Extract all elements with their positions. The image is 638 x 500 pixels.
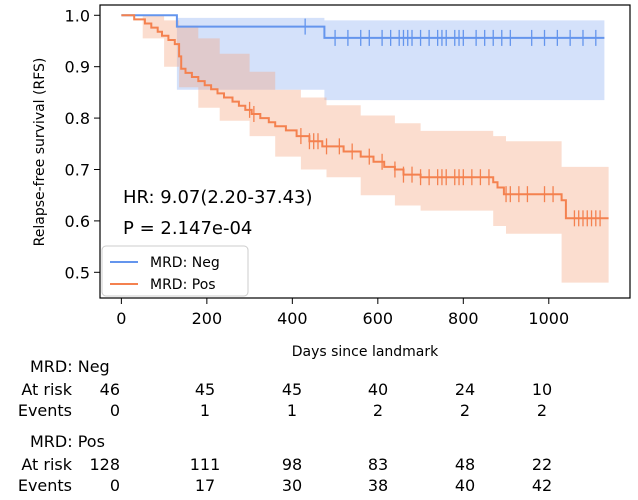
- risk-cell: 38: [367, 476, 389, 495]
- risk-cell: 17: [194, 476, 216, 495]
- legend-label-neg: MRD: Neg: [150, 255, 220, 271]
- risk-cell: 10: [531, 380, 553, 399]
- risk-row-label: Events: [17, 476, 72, 495]
- legend: MRD: Neg MRD: Pos: [101, 245, 249, 297]
- y-tick-label: 1.0: [65, 6, 90, 25]
- risk-cell: 1: [199, 401, 211, 420]
- x-tick-label: 0: [116, 309, 126, 328]
- ci-band-neg: [134, 15, 605, 101]
- risk-cell: 1: [286, 401, 298, 420]
- risk-cell: 46: [99, 380, 120, 399]
- p-value-annotation: P = 2.147e-04: [123, 218, 253, 239]
- risk-cell: 48: [454, 455, 476, 474]
- x-tick-label: 800: [448, 309, 479, 328]
- legend-box: [101, 245, 249, 297]
- risk-cell: 42: [531, 476, 553, 495]
- risk-cell: 40: [454, 476, 476, 495]
- risk-cell: 24: [454, 380, 476, 399]
- risk-cell: 40: [367, 380, 389, 399]
- hazard-ratio-annotation: HR: 9.07(2.20-37.43): [123, 187, 313, 208]
- risk-group-title-pos: MRD: Pos: [30, 432, 105, 451]
- y-tick-label: 0.6: [65, 212, 90, 231]
- risk-cell: 45: [281, 380, 303, 399]
- risk-cell: 22: [531, 455, 553, 474]
- x-tick-label: 600: [363, 309, 394, 328]
- risk-cell: 2: [536, 401, 548, 420]
- x-tick-label: 1000: [528, 309, 569, 328]
- y-axis-ticks: 0.5 0.6 0.7 0.8 0.9 1.0: [65, 6, 100, 282]
- risk-cell: 0: [109, 476, 120, 495]
- x-tick-label: 400: [277, 309, 308, 328]
- y-tick-label: 0.5: [65, 263, 90, 282]
- y-tick-label: 0.9: [65, 58, 90, 77]
- risk-cell: 30: [281, 476, 303, 495]
- risk-cell: 111: [189, 455, 221, 474]
- risk-cell: 128: [89, 455, 120, 474]
- x-tick-label: 200: [192, 309, 223, 328]
- plot-frame: [99, 4, 631, 299]
- risk-cell: 2: [459, 401, 471, 420]
- x-axis-label: Days since landmark: [292, 344, 439, 360]
- risk-cell: 2: [372, 401, 384, 420]
- legend-label-pos: MRD: Pos: [150, 277, 216, 293]
- risk-row-label: At risk: [21, 380, 72, 399]
- x-axis-ticks: 0 200 400 600 800 1000: [116, 298, 569, 328]
- risk-cell: 83: [367, 455, 389, 474]
- y-axis-label: Relapse-free survival (RFS): [32, 58, 48, 247]
- risk-cell: 45: [194, 380, 216, 399]
- risk-group-title-neg: MRD: Neg: [30, 357, 110, 376]
- risk-cell: 0: [109, 401, 120, 420]
- y-tick-label: 0.8: [65, 109, 90, 128]
- risk-row-label: At risk: [21, 455, 72, 474]
- survival-curve-neg: [121, 14, 605, 39]
- risk-row-label: Events: [17, 401, 72, 420]
- y-tick-label: 0.7: [65, 160, 90, 179]
- risk-cell: 98: [281, 455, 303, 474]
- censor-marks: [248, 18, 601, 227]
